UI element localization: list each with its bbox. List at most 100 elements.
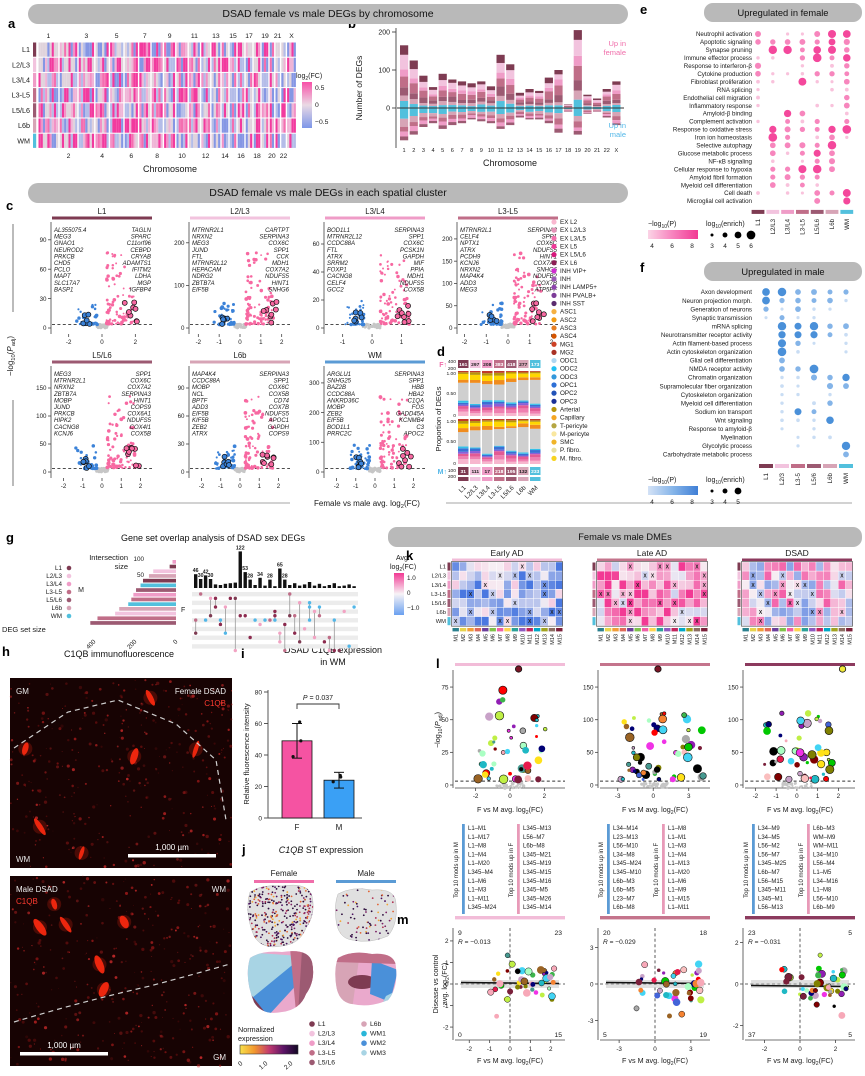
dot-up xyxy=(522,274,526,279)
set-size-bar xyxy=(136,588,176,592)
heatmap-cell xyxy=(66,42,69,57)
panel-a: L1L2/L3L3/L4L3-L5L5/L6L6bWM1234567891011… xyxy=(12,33,329,174)
dot-highlight-up xyxy=(404,450,411,456)
heatmap-cell xyxy=(271,57,275,72)
heatmap-cell xyxy=(139,88,142,103)
bar-down-seg xyxy=(544,115,553,119)
count-bottom: 111 xyxy=(471,469,479,475)
gene-label-left: ADD3 xyxy=(459,281,477,287)
tissue-outline xyxy=(335,888,397,942)
noise-dot xyxy=(154,721,157,724)
bar-down-seg xyxy=(467,113,476,116)
x-tick-label: 20 xyxy=(584,148,590,154)
gene-label-right: NDUFS5 xyxy=(265,412,290,418)
dme-cell xyxy=(488,561,497,572)
heatmap-cell xyxy=(266,118,269,133)
bar-down-seg xyxy=(477,116,486,120)
heatmap-cell xyxy=(271,72,275,88)
heatmap-cell xyxy=(234,57,237,72)
dot-down xyxy=(231,449,234,452)
gene-label-right: COX6C xyxy=(268,385,289,391)
expr-dot xyxy=(376,903,379,906)
y-tick-label: 200 xyxy=(174,240,185,247)
blob-glow xyxy=(188,742,203,757)
heatmap-cell xyxy=(99,88,103,103)
heatmap-cell xyxy=(102,72,105,88)
dme-cell xyxy=(540,607,549,617)
tissue-outline xyxy=(247,884,314,948)
dot xyxy=(756,56,760,60)
noise-dot xyxy=(98,832,100,835)
heatmap-cell xyxy=(255,57,259,72)
dot-up xyxy=(111,255,114,258)
dot xyxy=(777,339,787,348)
noise-dot xyxy=(16,798,19,800)
intersection-bar xyxy=(278,568,282,588)
legend-label: MG2 xyxy=(560,349,574,356)
count-tab-top xyxy=(458,360,469,368)
expr-dot xyxy=(261,926,264,929)
matrix-dot xyxy=(322,640,327,644)
dme-cell xyxy=(451,598,460,608)
count-bottom: 17 xyxy=(485,469,491,475)
legend-label: EX L5 xyxy=(560,243,578,250)
gene-label-left: JUND xyxy=(53,405,71,411)
noise-dot xyxy=(214,1012,219,1016)
expr-dot xyxy=(256,924,259,927)
heatmap-cell xyxy=(56,118,59,133)
noise-dot xyxy=(119,904,121,906)
noise-dot xyxy=(51,687,54,690)
expr-dot xyxy=(335,890,337,893)
dot xyxy=(814,158,820,164)
bar-up-seg xyxy=(554,79,563,86)
heatmap-cell xyxy=(168,88,171,103)
noise-dot xyxy=(85,952,88,954)
chr-tick-top: 19 xyxy=(261,33,269,40)
noise-dot xyxy=(45,796,47,798)
set-size-bar xyxy=(153,569,176,574)
expr-dot xyxy=(276,914,278,916)
noise-dot xyxy=(122,719,125,722)
dot-up xyxy=(382,424,386,427)
expr-dot xyxy=(249,917,252,919)
dot xyxy=(827,297,833,304)
dot xyxy=(795,306,801,312)
noise-dot xyxy=(172,1017,174,1019)
heatmap-cell xyxy=(85,72,88,88)
bar-up-seg xyxy=(419,90,428,98)
noise-dot xyxy=(84,782,87,786)
dot xyxy=(785,118,791,124)
heatmap-cell xyxy=(135,57,138,72)
noise-dot xyxy=(198,904,202,908)
heatmap-cell xyxy=(223,118,227,133)
noise-dot xyxy=(188,994,190,996)
intersection-bar xyxy=(194,574,198,588)
bar-up-seg xyxy=(486,93,496,97)
expr-dot xyxy=(276,902,279,905)
heatmap-cell xyxy=(99,42,103,57)
e-legend-tick: 4 xyxy=(723,243,727,250)
dot-up xyxy=(267,295,271,299)
heatmap-cell xyxy=(124,57,127,72)
panel-g: Intersectionsize10050L1L2/L3L3/L4L3-L5L5… xyxy=(2,545,420,653)
noise-dot xyxy=(11,908,14,911)
matrix-dot xyxy=(283,622,287,627)
heatmap-cell xyxy=(97,42,100,57)
bar-down-seg xyxy=(477,119,486,122)
expr-dot xyxy=(309,893,312,895)
dot-down xyxy=(479,323,483,326)
heatmap-cell xyxy=(156,118,159,133)
noise-dot xyxy=(200,712,203,715)
prop-seg xyxy=(482,410,493,413)
dot xyxy=(845,135,849,139)
heatmap-cell xyxy=(180,118,184,133)
dot-up xyxy=(380,463,384,466)
bar-up-seg xyxy=(515,106,524,108)
expr-dot xyxy=(275,887,278,890)
gene-label-right: IFITM2 xyxy=(132,268,152,274)
dot xyxy=(796,375,800,380)
noise-dot xyxy=(168,797,172,801)
dot-up xyxy=(382,397,386,401)
noise-dot xyxy=(218,960,221,963)
noise-dot xyxy=(152,1010,156,1015)
